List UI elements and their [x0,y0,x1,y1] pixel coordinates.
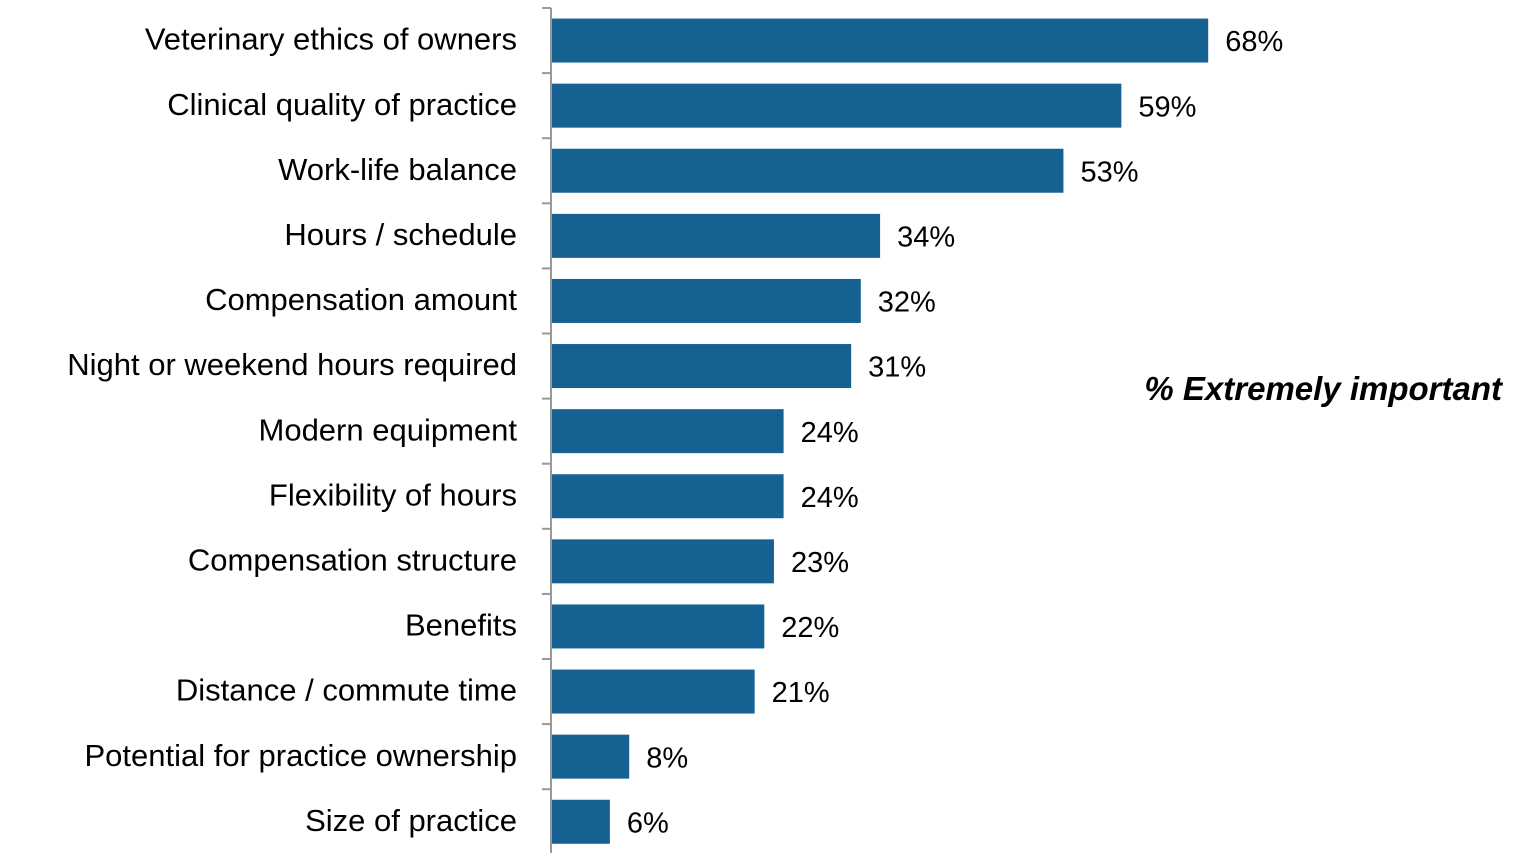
bar [552,799,610,844]
data-label: 32% [878,287,936,319]
category-label: Hours / schedule [284,217,517,252]
data-label: 59% [1138,91,1196,123]
category-label: Compensation amount [205,282,517,317]
data-label: 68% [1225,26,1283,58]
bar [552,278,861,323]
axis-ticks [542,7,551,791]
bar [552,604,765,649]
category-label: Veterinary ethics of owners [145,22,517,57]
data-label: 34% [897,222,955,254]
category-label: Flexibility of hours [269,477,517,512]
series-annotation: % Extremely important [1144,370,1502,407]
category-labels: Veterinary ethics of owners Clinical qual… [67,22,517,838]
data-label: 24% [801,417,859,449]
data-label: 24% [801,482,859,514]
bar [552,83,1122,128]
data-label: 6% [627,807,669,839]
bar [552,539,774,584]
category-label: Compensation structure [188,543,517,578]
data-label: 8% [646,742,688,774]
bar [552,148,1064,193]
category-label: Distance / commute time [176,673,517,708]
category-label: Modern equipment [259,412,518,447]
data-label: 23% [791,547,849,579]
bar [552,213,881,258]
category-label: Size of practice [305,803,517,838]
data-label: 53% [1080,156,1138,188]
category-label: Clinical quality of practice [167,87,517,122]
bar [552,669,755,714]
category-label: Work-life balance [278,152,517,187]
data-label: 31% [868,352,926,384]
data-label: 21% [772,677,830,709]
category-label: Night or weekend hours required [67,347,517,382]
category-label: Potential for practice ownership [84,738,517,773]
bar [552,734,630,779]
bar [552,344,852,389]
bar [552,409,784,454]
data-label: 22% [781,612,839,644]
bar [552,474,784,519]
bars-group [552,18,1209,844]
value-labels: 68% 59% 53% 34% 32% 31% 24% 24% 23% 22% 21% 8% 6% [627,26,1283,839]
category-label: Benefits [405,608,517,643]
bar [552,18,1209,63]
